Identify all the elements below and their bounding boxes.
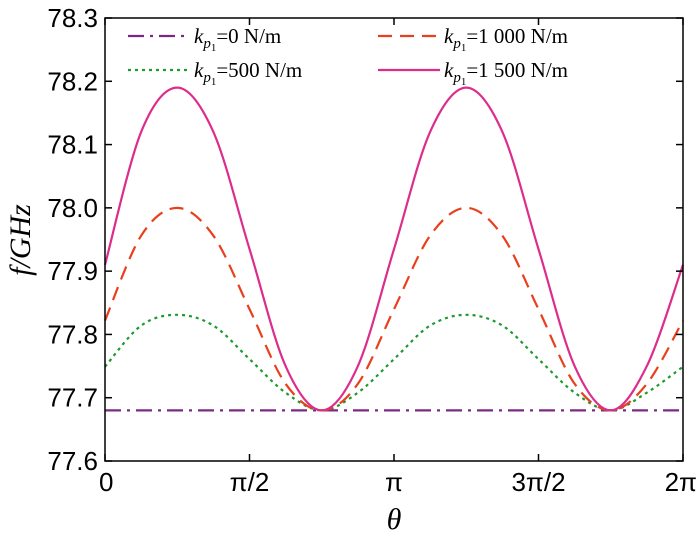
series-line	[104, 313, 684, 412]
legend-item: kp1=500 N/m	[128, 58, 302, 88]
series-line	[103, 206, 684, 412]
legend: kp1=0 N/m kp1=500 N/m kp1=1 000 N/m kp1=1 5…	[128, 24, 568, 88]
y-tick-label: 77.6	[47, 446, 98, 476]
legend-label: kp1=500 N/m	[194, 58, 302, 88]
series-line	[103, 86, 685, 412]
y-tick-label: 78.2	[47, 66, 98, 96]
y-tick-label: 78.0	[47, 193, 98, 223]
y-tick-label: 77.7	[47, 383, 98, 413]
ticks-layer: 0 π/2 π 3π/2 2π 77.6 77.7 77.8 77.9 78.0 78.1 78.2 7…	[47, 3, 697, 497]
x-axis-title: θ	[387, 503, 402, 536]
legend-label: kp1=1 000 N/m	[444, 24, 568, 54]
plot-frame	[104, 17, 684, 462]
y-tick-label: 77.8	[47, 319, 98, 349]
legend-label: kp1=1 500 N/m	[444, 58, 568, 88]
legend-item: kp1=1 000 N/m	[378, 24, 568, 54]
legend-item: kp1=1 500 N/m	[378, 58, 568, 88]
y-axis-title: f/GHz	[4, 204, 37, 276]
x-tick-label: 0	[99, 467, 113, 497]
x-tick-label: 3π/2	[511, 467, 565, 497]
x-tick-label: π	[385, 467, 403, 497]
legend-item: kp1=0 N/m	[128, 24, 281, 54]
x-tick-label: π/2	[230, 467, 270, 497]
y-tick-label: 78.1	[47, 130, 98, 160]
legend-label: kp1=0 N/m	[194, 24, 281, 54]
y-tick-label: 78.3	[47, 3, 98, 33]
x-tick-label: 2π	[665, 467, 697, 497]
y-tick-label: 77.9	[47, 256, 98, 286]
series-layer	[103, 86, 685, 412]
